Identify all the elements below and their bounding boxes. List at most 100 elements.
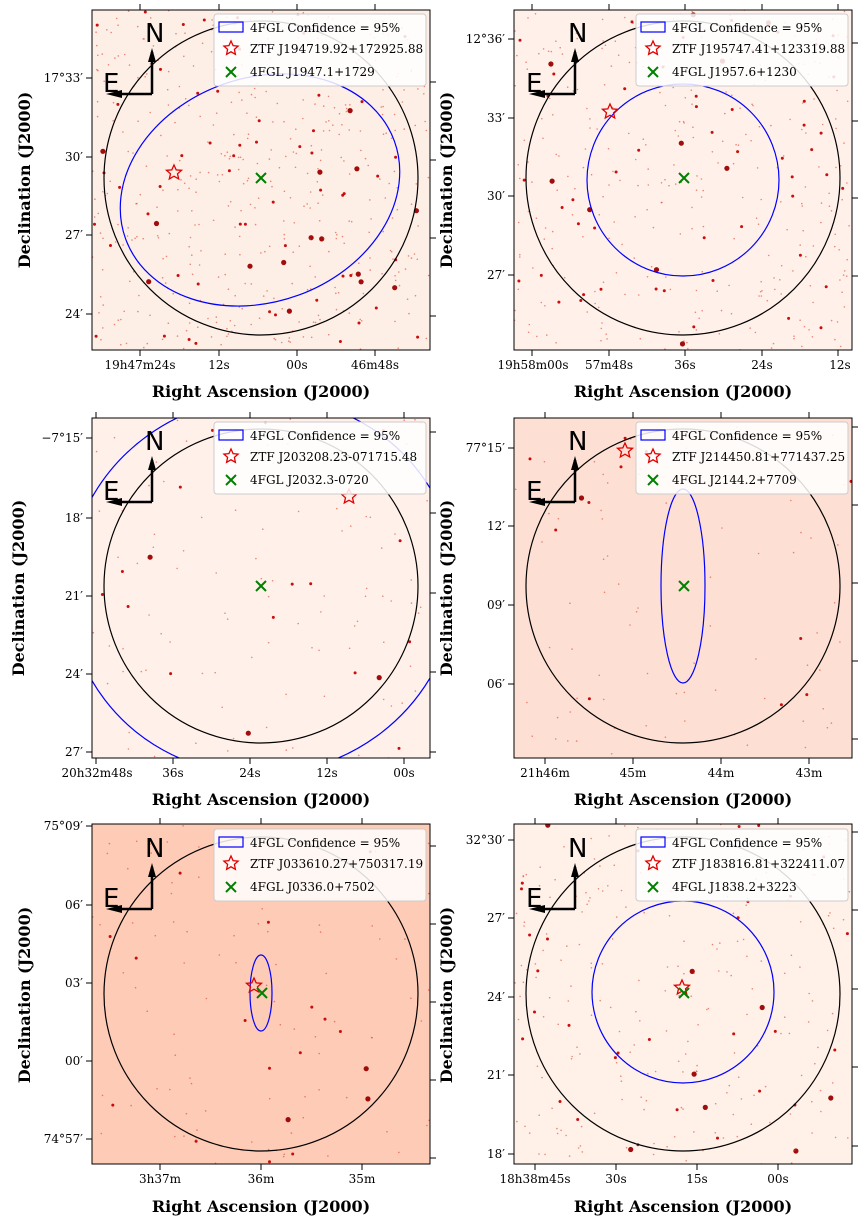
star-dot xyxy=(229,200,232,203)
star-dot xyxy=(269,311,272,314)
star-dot xyxy=(634,216,636,218)
star-dot xyxy=(784,972,786,975)
star-dot xyxy=(390,137,393,140)
star-dot xyxy=(278,166,281,169)
star-dot xyxy=(780,1032,782,1035)
star-dot xyxy=(419,606,422,609)
star-dot xyxy=(645,1099,648,1102)
star-dot xyxy=(721,140,724,143)
star-dot xyxy=(382,698,385,701)
star-dot xyxy=(392,285,398,291)
star-dot xyxy=(195,178,197,180)
star-dot xyxy=(839,345,842,348)
star-dot xyxy=(271,615,275,619)
star-dot xyxy=(615,916,618,918)
star-dot xyxy=(196,91,200,95)
star-dot xyxy=(693,662,695,664)
star-dot xyxy=(608,237,610,240)
star-dot xyxy=(403,419,406,422)
star-dot xyxy=(567,175,569,178)
star-dot xyxy=(365,587,368,590)
y-tick-label: 32°30′ xyxy=(466,833,506,847)
star-dot xyxy=(659,91,661,94)
legend-ztf-label: ZTF J183816.81+322411.07 xyxy=(672,857,845,871)
star-dot xyxy=(754,331,757,334)
y-axis-label: Declination (J2000) xyxy=(15,92,34,269)
star-dot xyxy=(283,233,286,236)
y-tick-label: 27′ xyxy=(487,268,505,282)
legend-ztf-label: ZTF J214450.81+771437.25 xyxy=(672,450,845,464)
star-dot xyxy=(841,186,845,190)
x-tick-label: 19h58m00s xyxy=(497,358,568,372)
star-dot xyxy=(594,302,596,305)
star-dot xyxy=(148,484,150,487)
star-dot xyxy=(716,290,718,293)
x-tick-label: 36m xyxy=(248,1172,275,1186)
star-dot xyxy=(149,314,151,317)
star-dot xyxy=(106,852,109,855)
star-dot xyxy=(171,881,173,884)
star-dot xyxy=(120,570,124,573)
star-dot xyxy=(598,213,601,216)
star-dot xyxy=(607,885,609,887)
ztf-star-marker xyxy=(244,976,264,994)
star-dot xyxy=(522,875,525,877)
star-dot xyxy=(628,61,631,64)
star-dot xyxy=(576,1046,578,1048)
star-dot xyxy=(673,164,675,166)
star-dot xyxy=(350,525,352,527)
compass-north-label: N xyxy=(145,19,164,49)
star-dot xyxy=(279,1023,282,1026)
star-dot xyxy=(394,320,396,323)
star-dot xyxy=(701,310,703,312)
compass-north-label: N xyxy=(568,834,587,864)
star-dot xyxy=(343,242,346,245)
legend: 4FGL Confidence = 95% ZTF J194719.92+172… xyxy=(213,13,427,87)
axes-frame xyxy=(513,417,853,759)
star-dot xyxy=(817,1046,819,1049)
star-dot xyxy=(624,825,626,827)
panel-a: N E 4FGL Confidence = 95% ZTF J194719.92… xyxy=(15,4,436,401)
star-dot xyxy=(365,515,368,518)
star-dot xyxy=(590,967,593,969)
star-dot xyxy=(310,288,312,290)
star-dot xyxy=(118,185,122,189)
x-axis-label: Right Ascension (J2000) xyxy=(152,790,370,809)
star-dot xyxy=(218,954,221,956)
star-dot xyxy=(149,843,151,845)
star-dot xyxy=(728,284,730,287)
star-dot xyxy=(554,738,557,740)
star-dot xyxy=(389,249,392,252)
star-dot xyxy=(569,711,571,713)
star-dot xyxy=(290,582,294,586)
star-dot xyxy=(515,912,518,915)
star-dot xyxy=(149,17,152,19)
star-dot xyxy=(531,735,533,737)
star-dot xyxy=(357,321,361,325)
star-dot xyxy=(117,24,119,27)
star-dot xyxy=(327,1155,329,1157)
star-dot xyxy=(174,1135,176,1138)
star-dot xyxy=(638,294,640,296)
star-dot xyxy=(159,67,162,71)
star-dot xyxy=(414,690,417,692)
star-dot xyxy=(590,173,593,176)
star-dot xyxy=(551,1107,553,1110)
y-tick-label: 74°57′ xyxy=(44,1132,84,1146)
star-dot xyxy=(220,153,223,155)
star-dot xyxy=(843,270,846,272)
star-dot xyxy=(427,176,430,179)
star-dot xyxy=(606,338,608,340)
star-dot xyxy=(694,105,698,109)
star-dot xyxy=(577,1147,580,1149)
star-dot xyxy=(224,612,226,614)
star-dot xyxy=(800,531,802,534)
star-dot xyxy=(647,184,650,186)
star-dot xyxy=(801,128,803,131)
star-dot xyxy=(824,285,828,289)
star-dot xyxy=(180,154,184,158)
star-dot xyxy=(127,748,130,750)
star-dot xyxy=(317,93,321,97)
star-dot xyxy=(189,1077,191,1079)
star-dot xyxy=(560,206,564,209)
